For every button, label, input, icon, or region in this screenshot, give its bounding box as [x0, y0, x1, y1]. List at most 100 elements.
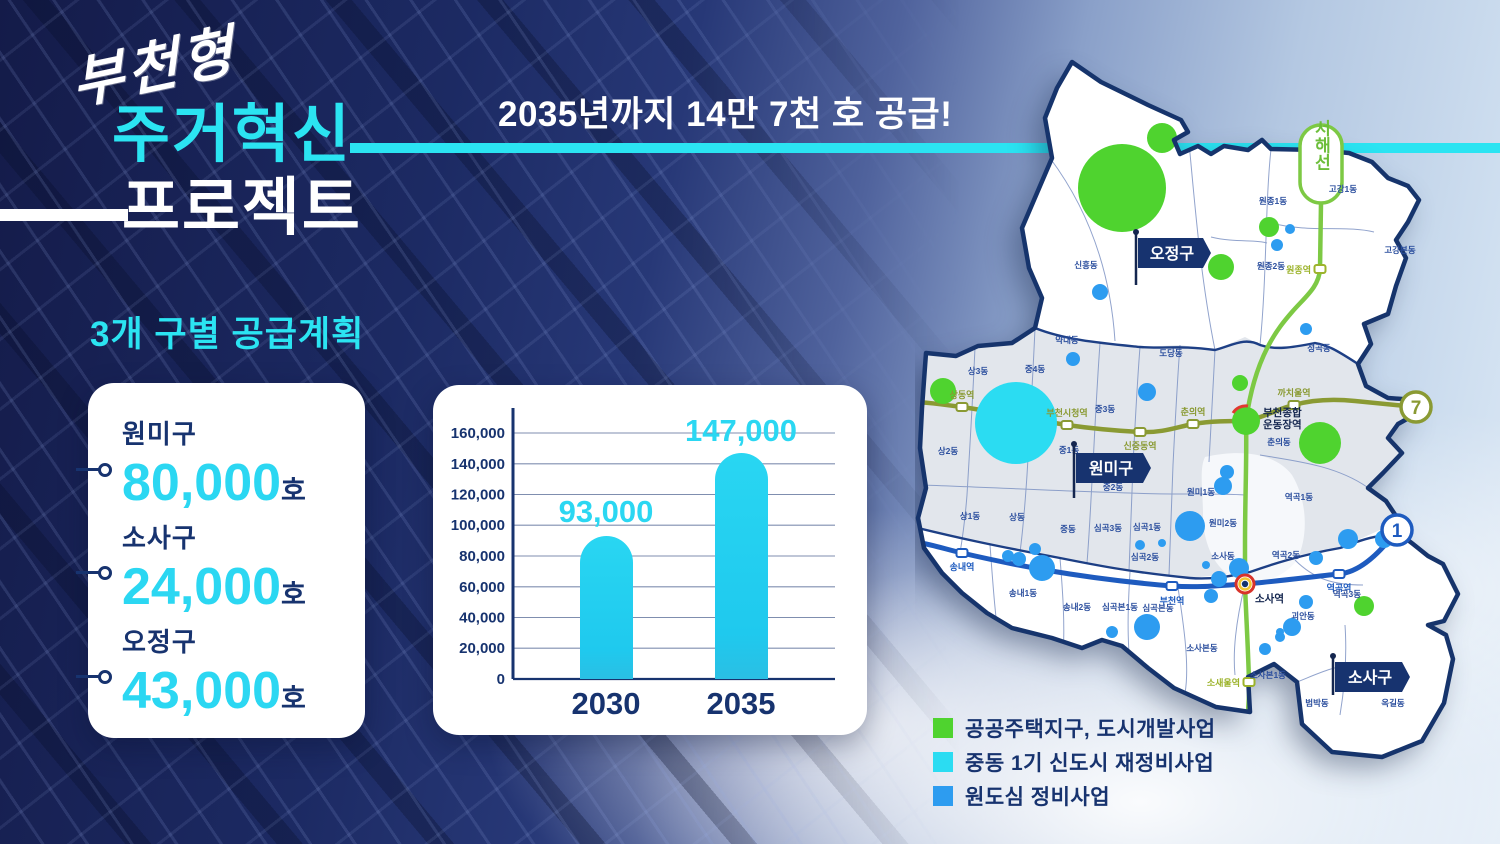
supply-value: 80,000	[122, 454, 282, 512]
supply-unit: 호	[281, 580, 306, 610]
svg-text:80,000: 80,000	[459, 548, 505, 565]
connector-tick	[76, 571, 100, 574]
svg-text:소사구: 소사구	[1348, 669, 1392, 687]
svg-text:신흥동: 신흥동	[1074, 260, 1098, 270]
svg-text:원종역: 원종역	[1286, 264, 1311, 275]
gu-flag-sosa: 소사구	[1330, 653, 1410, 695]
legend-swatch-blue	[933, 786, 953, 806]
svg-text:송내역: 송내역	[950, 561, 975, 572]
connector-dot	[98, 463, 112, 477]
svg-text:원종1동: 원종1동	[1259, 196, 1287, 206]
svg-text:심곡2동: 심곡2동	[1131, 552, 1159, 562]
district-label: 소사구	[122, 523, 197, 553]
svg-text:역곡1동: 역곡1동	[1285, 492, 1313, 502]
x-label-2035: 2035	[707, 686, 776, 721]
svg-text:상1동: 상1동	[960, 511, 981, 521]
svg-text:신중동역: 신중동역	[1123, 440, 1156, 451]
line1-station-icons	[955, 548, 1346, 591]
line1-station-labels: 송내역 부천역 역곡역	[950, 561, 1352, 606]
x-label-2030: 2030	[572, 686, 641, 721]
svg-text:7: 7	[1411, 398, 1422, 419]
value-label-2030: 93,000	[559, 494, 654, 529]
svg-text:원미1동: 원미1동	[1187, 487, 1215, 497]
subtitle: 2035년까지 14만 7천 호 공급!	[498, 95, 953, 134]
svg-text:60,000: 60,000	[459, 579, 505, 596]
connector-tick	[76, 468, 100, 471]
line7-station-icons	[955, 400, 1301, 437]
svg-text:역곡3동: 역곡3동	[1333, 589, 1361, 599]
main-title-line1: 주거혁신	[112, 100, 352, 170]
gu-flag-ojeong: 오정구	[1133, 229, 1211, 285]
svg-text:원미구: 원미구	[1089, 460, 1133, 478]
legend-swatch-cyan	[933, 752, 953, 772]
svg-text:부천역: 부천역	[1160, 595, 1185, 606]
sosa-station-label: 소사역	[1255, 592, 1284, 605]
svg-text:1: 1	[1392, 521, 1403, 542]
supply-unit: 호	[281, 476, 306, 506]
gridlines	[513, 432, 835, 649]
svg-text:중2동: 중2동	[1103, 482, 1124, 492]
svg-text:중동: 중동	[1060, 524, 1076, 534]
svg-text:상2동: 상2동	[938, 446, 959, 456]
connector-tick	[76, 675, 100, 678]
bucheon-district-map: 7 1 서해선 상동역 부천시청역 신중동역 춘의역 까치울역 부천종합 운동장…	[915, 25, 1490, 825]
svg-text:부천시청역: 부천시청역	[1046, 407, 1087, 418]
bar-2030	[580, 536, 633, 679]
project-circle-jungdong-newtown	[975, 382, 1057, 464]
svg-text:20,000: 20,000	[459, 640, 505, 657]
legend-label: 중동 1기 신도시 재정비사업	[965, 752, 1215, 775]
svg-text:원종2동: 원종2동	[1257, 261, 1285, 271]
svg-text:고강본동: 고강본동	[1384, 245, 1415, 255]
svg-text:소새울역: 소새울역	[1207, 677, 1240, 688]
legend-item-old-downtown: 원도심 정비사업	[933, 784, 1216, 809]
svg-text:심곡본동: 심곡본동	[1142, 603, 1173, 613]
line-badge-7: 7	[1399, 390, 1433, 424]
svg-text:괴안동: 괴안동	[1291, 611, 1315, 621]
seohae-station-icons	[1242, 264, 1327, 687]
svg-text:상동: 상동	[1009, 512, 1025, 522]
supply-plan-card: 원미구 80,000호 소사구 24,000호 오정구 43,000호	[76, 383, 365, 738]
supply-row-ojeong: 오정구 43,000호	[122, 622, 352, 721]
legend-label: 공공주택지구, 도시개발사업	[965, 718, 1216, 741]
svg-text:춘의동: 춘의동	[1267, 437, 1291, 447]
seohae-station-labels: 원종역 소새울역	[1207, 264, 1311, 688]
svg-text:부천종합: 부천종합	[1263, 406, 1302, 419]
supply-value: 24,000	[122, 558, 282, 616]
svg-text:송내1동: 송내1동	[1009, 588, 1037, 598]
svg-text:160,000: 160,000	[451, 425, 505, 442]
city-outline	[915, 59, 1461, 760]
sosa-transfer-marker	[1234, 573, 1256, 595]
svg-text:140,000: 140,000	[451, 456, 505, 473]
neighborhood-borders	[919, 131, 1375, 716]
supply-plan-heading: 3개 구별 공급계획	[90, 315, 365, 354]
svg-text:소사동: 소사동	[1211, 551, 1235, 561]
svg-text:춘의역: 춘의역	[1181, 406, 1206, 417]
svg-text:약대동: 약대동	[1055, 335, 1079, 345]
bar-2035	[715, 453, 768, 679]
y-axis-ticks: 0 20,000 40,000 60,000 80,000 100,000 12…	[451, 425, 505, 688]
seohae-line-capsule: 서해선	[1298, 119, 1344, 205]
bar-chart: 0 20,000 40,000 60,000 80,000 100,000 12…	[451, 408, 835, 721]
svg-text:원미2동: 원미2동	[1209, 518, 1237, 528]
legend-item-newtown: 중동 1기 신도시 재정비사업	[933, 750, 1216, 775]
svg-text:오정구: 오정구	[1150, 245, 1194, 263]
project-circles-public-housing	[930, 123, 1374, 616]
svg-text:성곡동: 성곡동	[1307, 343, 1331, 353]
legend-swatch-green	[933, 718, 953, 738]
white-accent-line	[0, 209, 128, 221]
svg-text:0: 0	[497, 671, 505, 688]
svg-text:운동장역: 운동장역	[1263, 418, 1302, 431]
svg-text:100,000: 100,000	[451, 517, 505, 534]
svg-text:상3동: 상3동	[968, 366, 989, 376]
project-circles-old-downtown	[1002, 224, 1393, 655]
supply-row-sosa: 소사구 24,000호	[122, 518, 352, 617]
connector-dot	[98, 566, 112, 580]
svg-text:송내2동: 송내2동	[1063, 602, 1091, 612]
svg-text:범박동: 범박동	[1305, 698, 1329, 708]
svg-text:도당동: 도당동	[1159, 348, 1183, 358]
svg-text:120,000: 120,000	[451, 487, 505, 504]
svg-text:소사본동: 소사본동	[1186, 643, 1217, 653]
svg-text:까치울역: 까치울역	[1277, 387, 1310, 398]
connector-dot	[98, 670, 112, 684]
